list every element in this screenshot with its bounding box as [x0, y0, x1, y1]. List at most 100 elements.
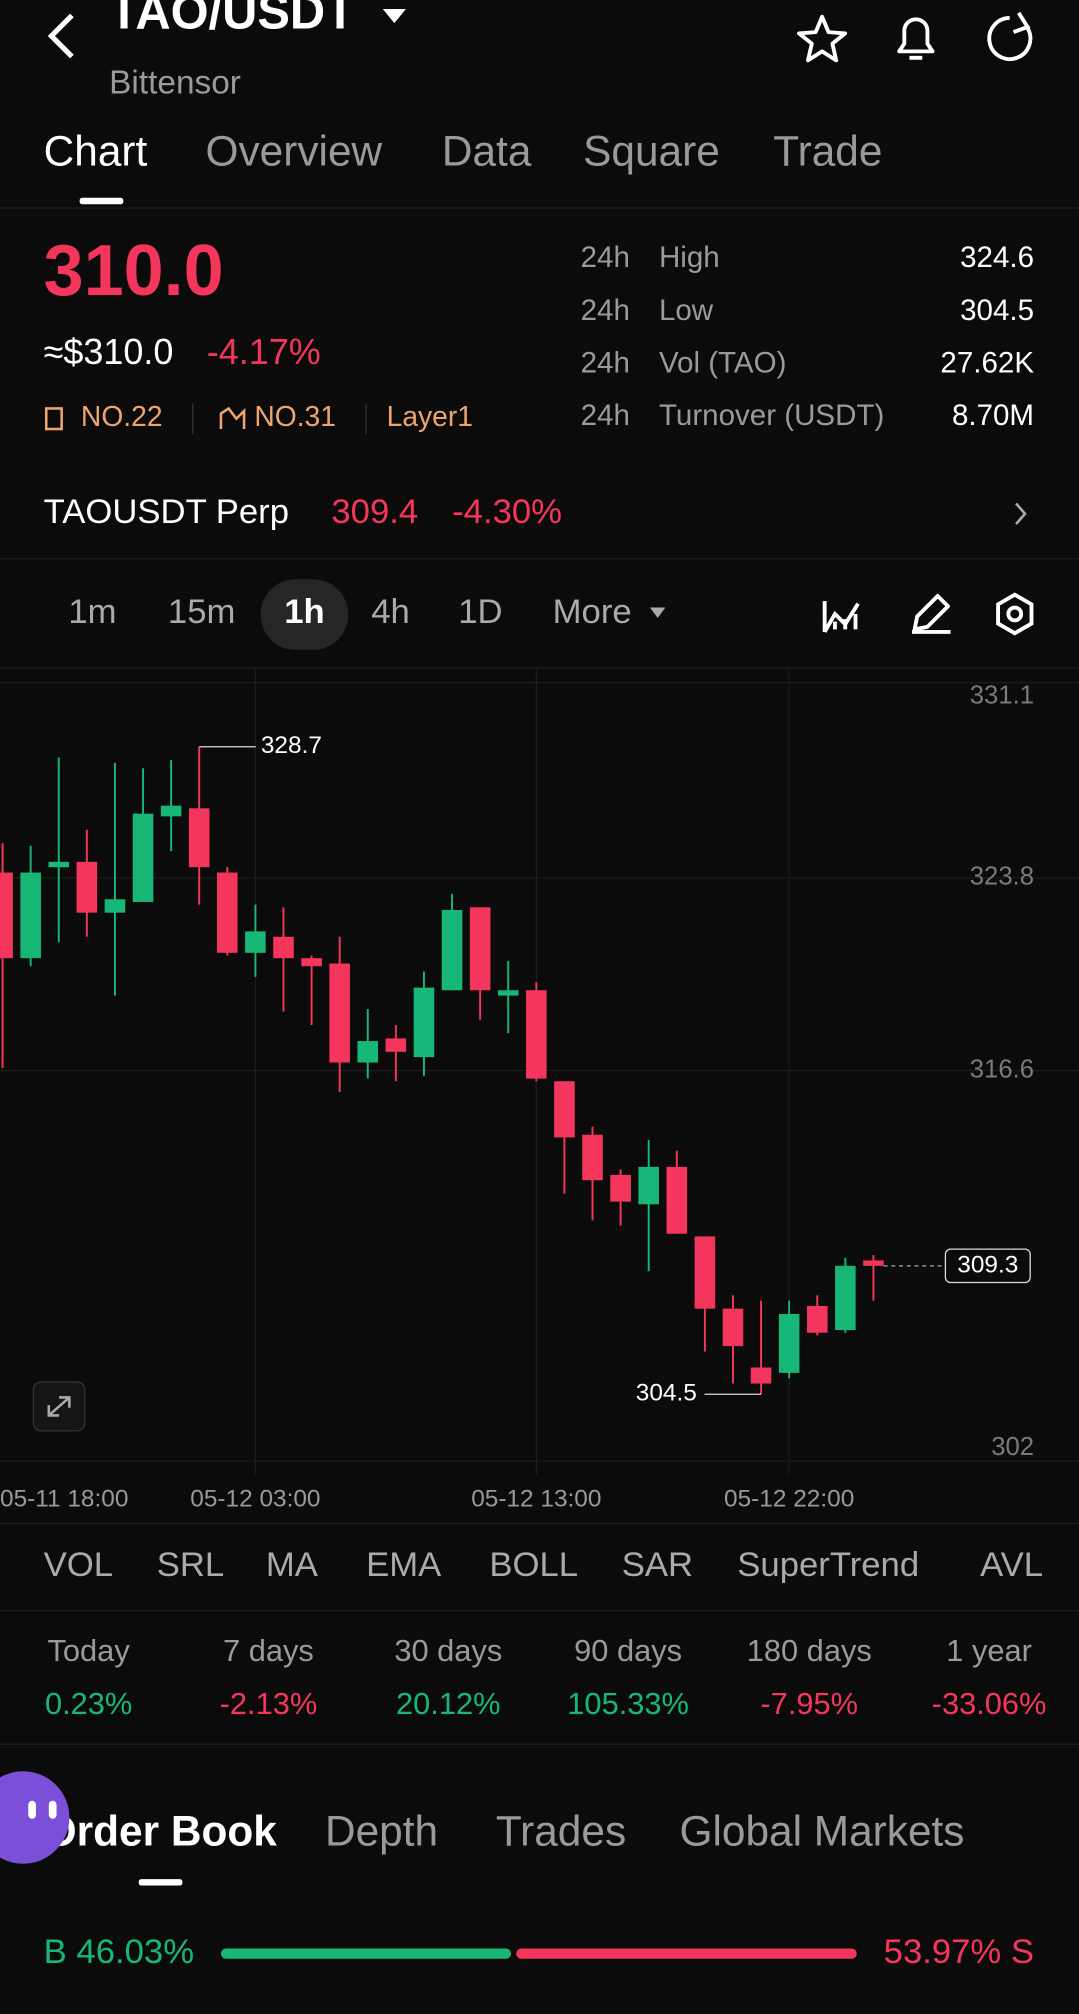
candlestick-chart: 331.1 323.8 316.6 302 05-11 18:00 05-12 03:00…: [0, 669, 1079, 1513]
top-tab[interactable]: Trade: [773, 127, 882, 174]
candle-body: [694, 1236, 716, 1309]
low-label: 304.5: [636, 1380, 697, 1407]
indicator[interactable]: SAR: [622, 1546, 693, 1584]
candle-body: [554, 1081, 575, 1138]
performance-period: 7 days: [223, 1633, 314, 1668]
draw-icon[interactable]: [912, 594, 951, 634]
stat-period: 24h: [581, 294, 630, 327]
tab-underline: [79, 197, 124, 205]
indicator[interactable]: MA: [266, 1546, 319, 1584]
candle-body: [582, 1134, 603, 1181]
indicator[interactable]: VOL: [44, 1546, 113, 1584]
stat-period: 24h: [581, 347, 630, 380]
performance-change: -7.95%: [760, 1686, 858, 1721]
candle-body: [132, 813, 154, 902]
performance-period: 180 days: [747, 1633, 872, 1668]
book-tab[interactable]: Order Book: [44, 1807, 278, 1854]
performance-period: 90 days: [574, 1633, 682, 1668]
rank-icon: [44, 407, 63, 431]
candle-body: [750, 1367, 772, 1384]
buy-ratio: B 46.03%: [44, 1933, 194, 1971]
indicator[interactable]: SRL: [157, 1546, 224, 1584]
y-tick-label: 302: [991, 1433, 1034, 1461]
last-price: 310.0: [44, 231, 224, 311]
top-tab[interactable]: Overview: [206, 127, 383, 174]
y-tick-label: 323.8: [970, 863, 1034, 891]
badge: NO.31: [254, 400, 336, 432]
candle-body: [329, 963, 350, 1063]
settings-icon-center: [1006, 605, 1024, 623]
refresh-icon[interactable]: [987, 11, 1033, 61]
top-tab[interactable]: Data: [442, 127, 532, 174]
favorite-icon[interactable]: [797, 14, 848, 63]
stat-label: High: [659, 241, 720, 274]
indicator[interactable]: EMA: [366, 1546, 442, 1584]
candle-body: [722, 1308, 744, 1347]
candle-body: [638, 1166, 659, 1205]
stat-value: 324.6: [960, 241, 1034, 274]
alert-icon[interactable]: [897, 17, 935, 60]
top-tab[interactable]: Chart: [44, 127, 148, 174]
interval[interactable]: 1D: [458, 593, 502, 631]
candle-body: [0, 872, 13, 959]
indicator[interactable]: AVL: [980, 1546, 1043, 1584]
badge: NO.22: [81, 400, 163, 432]
stat-period: 24h: [581, 399, 630, 432]
badge: Layer1: [387, 400, 473, 432]
last-price-label: 309.3: [957, 1251, 1018, 1278]
candle-body: [76, 861, 98, 913]
candle-body: [385, 1038, 407, 1052]
expand-icon: [47, 1396, 71, 1417]
candle-body: [273, 936, 294, 959]
settings-icon[interactable]: [996, 592, 1034, 636]
candle-body: [441, 909, 463, 991]
top-tab[interactable]: Square: [583, 127, 720, 174]
price-change: -4.17%: [207, 331, 321, 372]
interval[interactable]: 1h: [284, 593, 324, 631]
more-dropdown: [649, 607, 666, 618]
high-label: 328.7: [261, 732, 322, 759]
perp-chevron[interactable]: [1015, 502, 1027, 525]
interval[interactable]: 1m: [68, 593, 116, 631]
candle-body: [497, 990, 519, 996]
performance-period: 1 year: [946, 1633, 1032, 1668]
stat-label: Low: [659, 294, 714, 327]
interval[interactable]: More: [553, 593, 632, 631]
candle-body: [245, 931, 266, 953]
coin-name: Bittensor: [109, 65, 241, 102]
performance-change: -2.13%: [220, 1686, 318, 1721]
perp-name[interactable]: TAOUSDT Perp: [44, 493, 289, 531]
stat-value: 304.5: [960, 294, 1034, 327]
back-button[interactable]: [47, 13, 74, 59]
buy-bar: [220, 1948, 512, 1959]
candle-body: [469, 907, 491, 991]
candle-body: [104, 899, 126, 913]
sell-bar: [516, 1948, 857, 1959]
performance-period: 30 days: [394, 1633, 502, 1668]
interval[interactable]: 4h: [371, 593, 410, 631]
book-tab[interactable]: Global Markets: [680, 1807, 965, 1854]
candle-body: [778, 1314, 800, 1373]
perp-change: -4.30%: [452, 493, 562, 531]
book-tab[interactable]: Depth: [325, 1807, 438, 1854]
indicator[interactable]: BOLL: [489, 1546, 578, 1584]
stat-label: Vol (TAO): [659, 347, 786, 380]
interval[interactable]: 15m: [168, 593, 235, 631]
book-tab-underline: [138, 1879, 183, 1886]
candle-body: [806, 1305, 828, 1333]
candle-body: [610, 1174, 631, 1202]
pair-title[interactable]: TAO/USDT: [109, 0, 355, 39]
x-tick-label: 05-12 22:00: [724, 1486, 854, 1513]
candle-body: [217, 872, 238, 953]
pair-dropdown[interactable]: [382, 8, 406, 24]
candle-body: [301, 958, 322, 967]
indicator-icon[interactable]: [822, 601, 860, 633]
indicator[interactable]: SuperTrend: [737, 1546, 919, 1584]
book-tab[interactable]: Trades: [496, 1807, 626, 1854]
candle-body: [413, 987, 435, 1058]
y-tick-label: 316.6: [970, 1055, 1034, 1083]
x-tick-label: 05-12 03:00: [190, 1486, 320, 1513]
candle-body: [863, 1260, 884, 1266]
x-tick-label: 05-12 13:00: [471, 1486, 601, 1513]
